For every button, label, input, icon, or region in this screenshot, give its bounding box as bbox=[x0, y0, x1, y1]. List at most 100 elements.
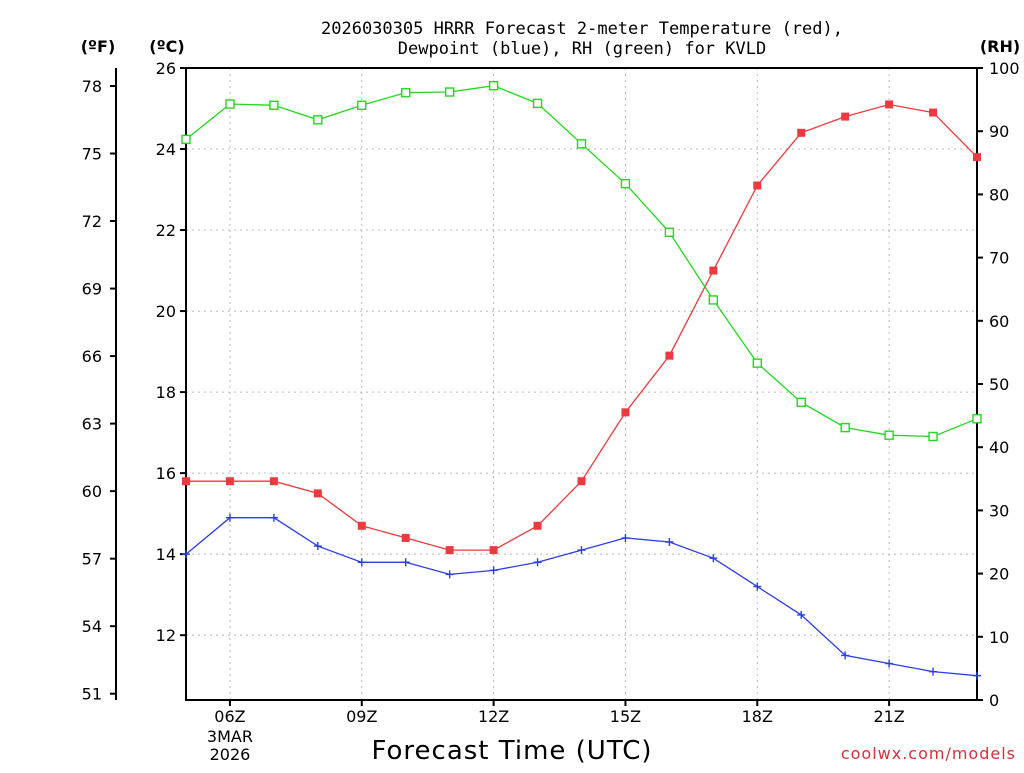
fahrenheit-tick-label: 51 bbox=[82, 685, 102, 704]
dewpoint-marker bbox=[665, 538, 674, 546]
axes-layer: 51 54 57 60 63 66 69 72 75 78 12 14 16 18 20 22 24 26 0 10 2… bbox=[82, 59, 1020, 764]
rh-marker bbox=[796, 397, 806, 408]
rh-tick-label: 40 bbox=[989, 438, 1009, 457]
rh-marker bbox=[181, 134, 191, 145]
celsius-tick-label: 14 bbox=[156, 545, 176, 564]
rh-marker bbox=[620, 178, 631, 189]
rh-marker bbox=[488, 80, 499, 91]
series-layer bbox=[181, 80, 982, 680]
rh-marker bbox=[225, 99, 235, 109]
temperature-marker bbox=[577, 477, 586, 486]
fahrenheit-tick-label: 66 bbox=[82, 347, 102, 366]
rh-marker bbox=[664, 227, 675, 238]
rh-marker bbox=[840, 422, 850, 433]
rh-tick-label: 10 bbox=[989, 628, 1009, 647]
rh-tick-label: 70 bbox=[989, 249, 1009, 268]
rh-tick-label: 60 bbox=[989, 312, 1009, 331]
rh-marker bbox=[576, 139, 587, 149]
celsius-tick-label: 24 bbox=[156, 140, 176, 159]
temperature-marker bbox=[489, 546, 498, 555]
temperature-marker bbox=[621, 408, 630, 417]
celsius-unit-label: (ºC) bbox=[149, 37, 184, 56]
fahrenheit-tick-label: 78 bbox=[82, 77, 102, 96]
fahrenheit-tick-label: 54 bbox=[82, 617, 102, 636]
rh-marker bbox=[752, 358, 762, 368]
temperature-marker bbox=[401, 533, 410, 542]
dewpoint-marker bbox=[753, 582, 762, 591]
temperature-marker bbox=[753, 181, 762, 190]
fahrenheit-tick-label: 75 bbox=[82, 145, 102, 164]
grid-layer bbox=[186, 68, 977, 700]
rh-marker bbox=[928, 431, 938, 442]
rh-marker bbox=[972, 414, 982, 424]
temperature-marker bbox=[973, 153, 981, 162]
rh-marker bbox=[357, 100, 367, 110]
temperature-marker bbox=[269, 477, 278, 486]
rh-tick-label: 90 bbox=[989, 122, 1009, 141]
x-tick-label: 06Z bbox=[214, 707, 245, 726]
rh-marker bbox=[444, 87, 455, 97]
rh-tick-label: 20 bbox=[989, 565, 1009, 584]
dewpoint-line bbox=[185, 517, 978, 677]
rh-marker bbox=[532, 98, 543, 109]
temperature-marker bbox=[357, 521, 366, 530]
fahrenheit-tick-label: 57 bbox=[82, 550, 102, 569]
temperature-marker bbox=[665, 351, 674, 360]
rh-tick-label: 50 bbox=[989, 375, 1009, 394]
rh-tick-label: 100 bbox=[989, 59, 1020, 78]
chart-title-line2: Dewpoint (blue), RH (green) for KVLD bbox=[398, 39, 766, 59]
dewpoint-marker bbox=[841, 651, 850, 660]
dewpoint-marker bbox=[357, 558, 366, 567]
fahrenheit-tick-label: 69 bbox=[82, 280, 102, 299]
celsius-tick-label: 20 bbox=[156, 302, 176, 321]
chart-title-line1: 2026030305 HRRR Forecast 2-meter Tempera… bbox=[321, 19, 843, 39]
rh-tick-label: 0 bbox=[989, 691, 999, 710]
rh-unit-label: (RH) bbox=[980, 37, 1020, 56]
x-tick-label: 15Z bbox=[610, 707, 641, 726]
dewpoint-marker bbox=[973, 671, 981, 680]
rh-marker bbox=[401, 87, 411, 98]
celsius-tick-label: 12 bbox=[156, 626, 176, 645]
temperature-marker bbox=[929, 108, 938, 117]
temperature-marker bbox=[225, 477, 234, 486]
dewpoint-marker bbox=[621, 533, 630, 542]
dewpoint-marker bbox=[489, 566, 498, 575]
dewpoint-marker bbox=[182, 550, 190, 559]
temperature-marker bbox=[445, 546, 454, 555]
dewpoint-marker bbox=[313, 542, 322, 551]
rh-marker bbox=[884, 430, 894, 440]
rh-marker bbox=[313, 115, 323, 125]
x-tick-label: 18Z bbox=[742, 707, 773, 726]
dewpoint-marker bbox=[577, 546, 586, 555]
temperature-marker bbox=[885, 100, 894, 109]
temperature-marker bbox=[182, 477, 190, 486]
fahrenheit-tick-label: 63 bbox=[82, 415, 102, 434]
dewpoint-marker bbox=[269, 513, 278, 522]
x-tick-label: 21Z bbox=[873, 707, 904, 726]
rh-marker bbox=[708, 295, 719, 305]
dewpoint-marker bbox=[533, 558, 542, 567]
dewpoint-marker bbox=[401, 558, 410, 567]
celsius-tick-label: 26 bbox=[156, 59, 176, 78]
x-tick-date-label: 3MAR bbox=[207, 727, 253, 746]
dewpoint-marker bbox=[225, 513, 234, 522]
credit-label: coolwx.com/models bbox=[841, 744, 1016, 763]
celsius-tick-label: 18 bbox=[156, 383, 176, 402]
fahrenheit-tick-label: 60 bbox=[82, 482, 102, 501]
rh-tick-label: 30 bbox=[989, 501, 1009, 520]
temperature-marker bbox=[313, 489, 322, 498]
temperature-marker bbox=[709, 266, 718, 275]
temperature-marker bbox=[841, 112, 850, 121]
dewpoint-marker bbox=[929, 667, 938, 676]
temperature-marker bbox=[533, 521, 542, 530]
celsius-tick-label: 16 bbox=[156, 464, 176, 483]
dewpoint-marker bbox=[885, 659, 894, 668]
x-tick-year-label: 2026 bbox=[210, 745, 251, 764]
rh-marker bbox=[269, 100, 279, 110]
celsius-tick-label: 22 bbox=[156, 221, 176, 240]
x-tick-label: 09Z bbox=[346, 707, 377, 726]
dewpoint-marker bbox=[797, 610, 806, 619]
x-axis-title: Forecast Time (UTC) bbox=[371, 736, 652, 766]
